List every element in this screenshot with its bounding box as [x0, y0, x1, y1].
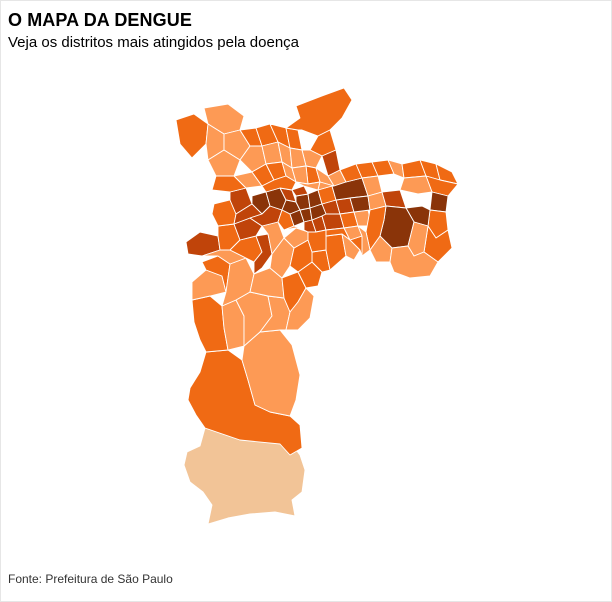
district-guaianases[interactable] [429, 191, 449, 213]
source-note: Fonte: Prefeitura de São Paulo [8, 572, 173, 586]
district-marsilac[interactable] [183, 427, 306, 525]
district-vila-andrade[interactable] [221, 257, 255, 307]
district-itaquera[interactable] [381, 189, 407, 209]
district-pedreira[interactable] [285, 287, 315, 331]
district-bom-retiro[interactable] [291, 185, 309, 197]
district-aricanduva-east[interactable] [357, 225, 371, 257]
district-perus[interactable] [175, 113, 209, 159]
district-sao-lucas[interactable] [341, 233, 361, 261]
district-cantareira[interactable] [285, 87, 353, 137]
district-sao-mateus-south[interactable] [389, 245, 439, 279]
page-subtitle: Veja os distritos mais atingidos pela do… [8, 34, 300, 51]
district-north-central[interactable] [261, 175, 297, 193]
district-guaianases-west[interactable] [399, 175, 433, 195]
district-vila-matilde[interactable] [349, 195, 371, 213]
district-ipiranga[interactable] [307, 229, 327, 253]
page-title: O MAPA DA DENGUE [8, 10, 192, 30]
district-pirituba-south[interactable] [207, 149, 241, 177]
